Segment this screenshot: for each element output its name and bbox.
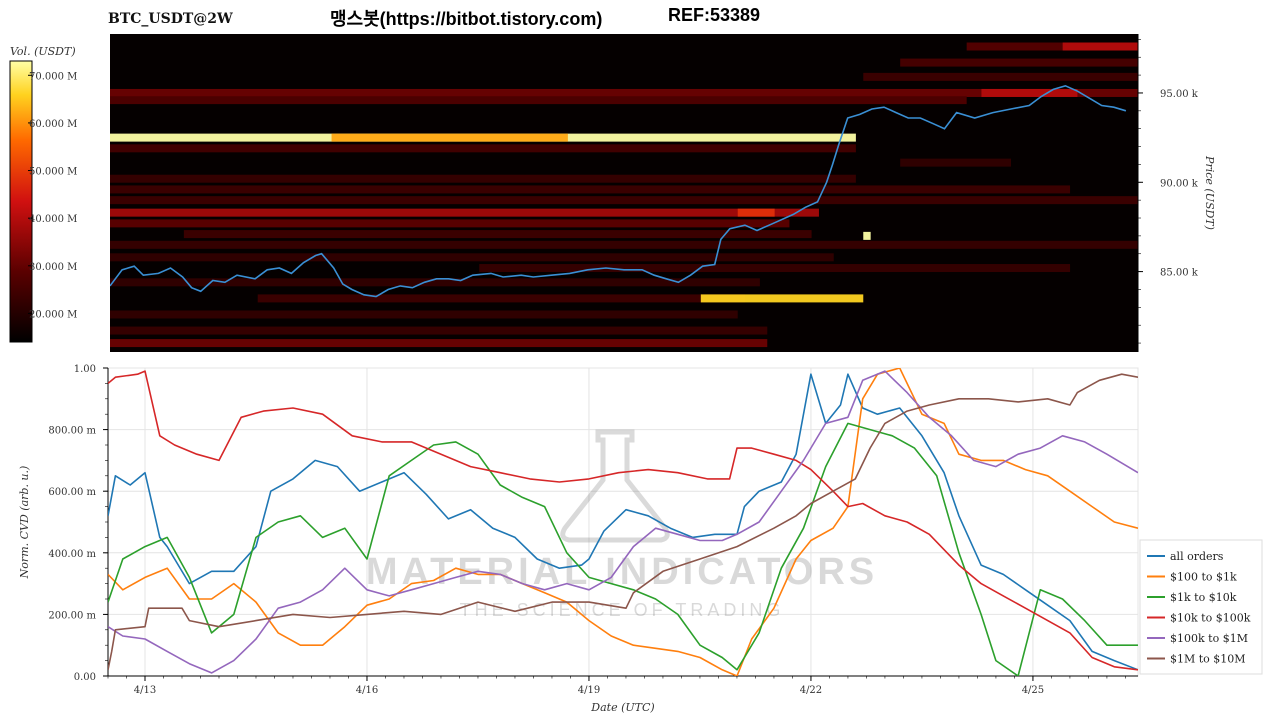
liquidity-band [110, 144, 856, 153]
legend-label: $1k to $10k [1170, 591, 1237, 604]
y-tick-label: 200.00 m [48, 610, 96, 621]
liquidity-band [1062, 42, 1138, 51]
colorbar-tick-label: 30.000 M [29, 262, 77, 273]
series-line [108, 422, 1138, 676]
order-book-heatmap: 85.00 k 90.00 k 95.00 k Price (USDT) [110, 34, 1216, 352]
colorbar-tick-label: 20.000 M [29, 309, 77, 320]
flask-icon [560, 429, 670, 543]
price-tick-label: 95.00 k [1160, 89, 1199, 100]
colorbar: Vol. (USDT) 20.000 M 30.000 M 40.000 M 50.00… [9, 45, 77, 343]
liquidity-band [110, 185, 1071, 194]
legend-label: $100 to $1k [1170, 571, 1237, 584]
liquidity-band [257, 294, 746, 303]
liquidity-band [479, 264, 1071, 273]
liquidity-band [900, 58, 1138, 67]
liquidity-band [110, 219, 790, 228]
liquidity-band [110, 240, 1138, 249]
liquidity-band [110, 96, 967, 105]
liquidity-band [863, 231, 871, 240]
liquidity-band [900, 158, 1011, 167]
x-tick-label: 4/25 [1022, 685, 1044, 696]
colorbar-tick-label: 40.000 M [29, 214, 77, 225]
y-tick-label: 400.00 m [48, 549, 96, 560]
x-axis-label: Date (UTC) [590, 701, 654, 714]
price-line [110, 84, 1127, 298]
liquidity-band [863, 72, 1138, 81]
legend-label: $100k to $1M [1170, 632, 1248, 645]
brand-caption: 맹스봇(https://bitbot.tistory.com) [330, 9, 603, 29]
x-tick-label: 4/22 [800, 685, 822, 696]
series-line [108, 373, 1138, 671]
colorbar-gradient [9, 60, 33, 343]
liquidity-band [183, 230, 812, 239]
liquidity-band [110, 174, 856, 183]
colorbar-label: Vol. (USDT) [10, 45, 76, 58]
x-tick-label: 4/13 [134, 685, 156, 696]
liquidity-band [110, 208, 819, 217]
legend-label: all orders [1170, 550, 1224, 563]
price-tick-label: 85.00 k [1160, 268, 1199, 279]
y-tick-label: 0.00 [74, 672, 96, 683]
price-axis-label: Price (USDT) [1203, 155, 1216, 230]
legend-label: $10k to $100k [1170, 612, 1251, 625]
liquidity-band [110, 196, 1138, 205]
y-tick-label: 600.00 m [48, 487, 96, 498]
price-tick-label: 90.00 k [1160, 178, 1199, 189]
liquidity-band [110, 339, 768, 348]
liquidity-band [110, 88, 1138, 97]
colorbar-tick-label: 50.000 M [29, 167, 77, 178]
liquidity-band [110, 253, 834, 262]
cvd-panel: 4/13 4/16 4/19 4/22 4/25 0.00 200.00 m 400.00 m… [18, 364, 1263, 714]
liquidity-band [110, 326, 768, 335]
x-tick-label: 4/16 [356, 685, 378, 696]
liquidity-band [737, 208, 775, 217]
colorbar-tick-label: 60.000 M [29, 119, 77, 130]
series-line [108, 370, 1138, 671]
liquidity-band [110, 310, 738, 319]
ref-caption: REF:53389 [668, 5, 761, 25]
chart-title: BTC_USDT@2W [108, 11, 233, 27]
liquidity-band [110, 278, 760, 287]
liquidity-band [700, 294, 864, 303]
liquidity-band [966, 42, 1138, 51]
cvd-series [108, 368, 1138, 676]
liquidity-band [981, 88, 1078, 97]
heatmap-levels [110, 42, 1138, 348]
legend: all orders $100 to $1k $1k to $10k $10k to … [1139, 539, 1263, 675]
legend-label: $1M to $10M [1170, 653, 1246, 666]
series-line [108, 368, 1138, 676]
y-tick-label: 800.00 m [48, 426, 96, 437]
y-axis-label: Norm. CVD (arb. u.) [18, 466, 31, 580]
colorbar-tick-label: 70.000 M [29, 71, 77, 82]
legend-box [1139, 539, 1263, 675]
series-line [108, 373, 1138, 670]
liquidity-band [331, 133, 568, 142]
x-tick-label: 4/19 [578, 685, 600, 696]
series-line [108, 370, 1138, 674]
y-tick-label: 1.00 [74, 364, 96, 375]
